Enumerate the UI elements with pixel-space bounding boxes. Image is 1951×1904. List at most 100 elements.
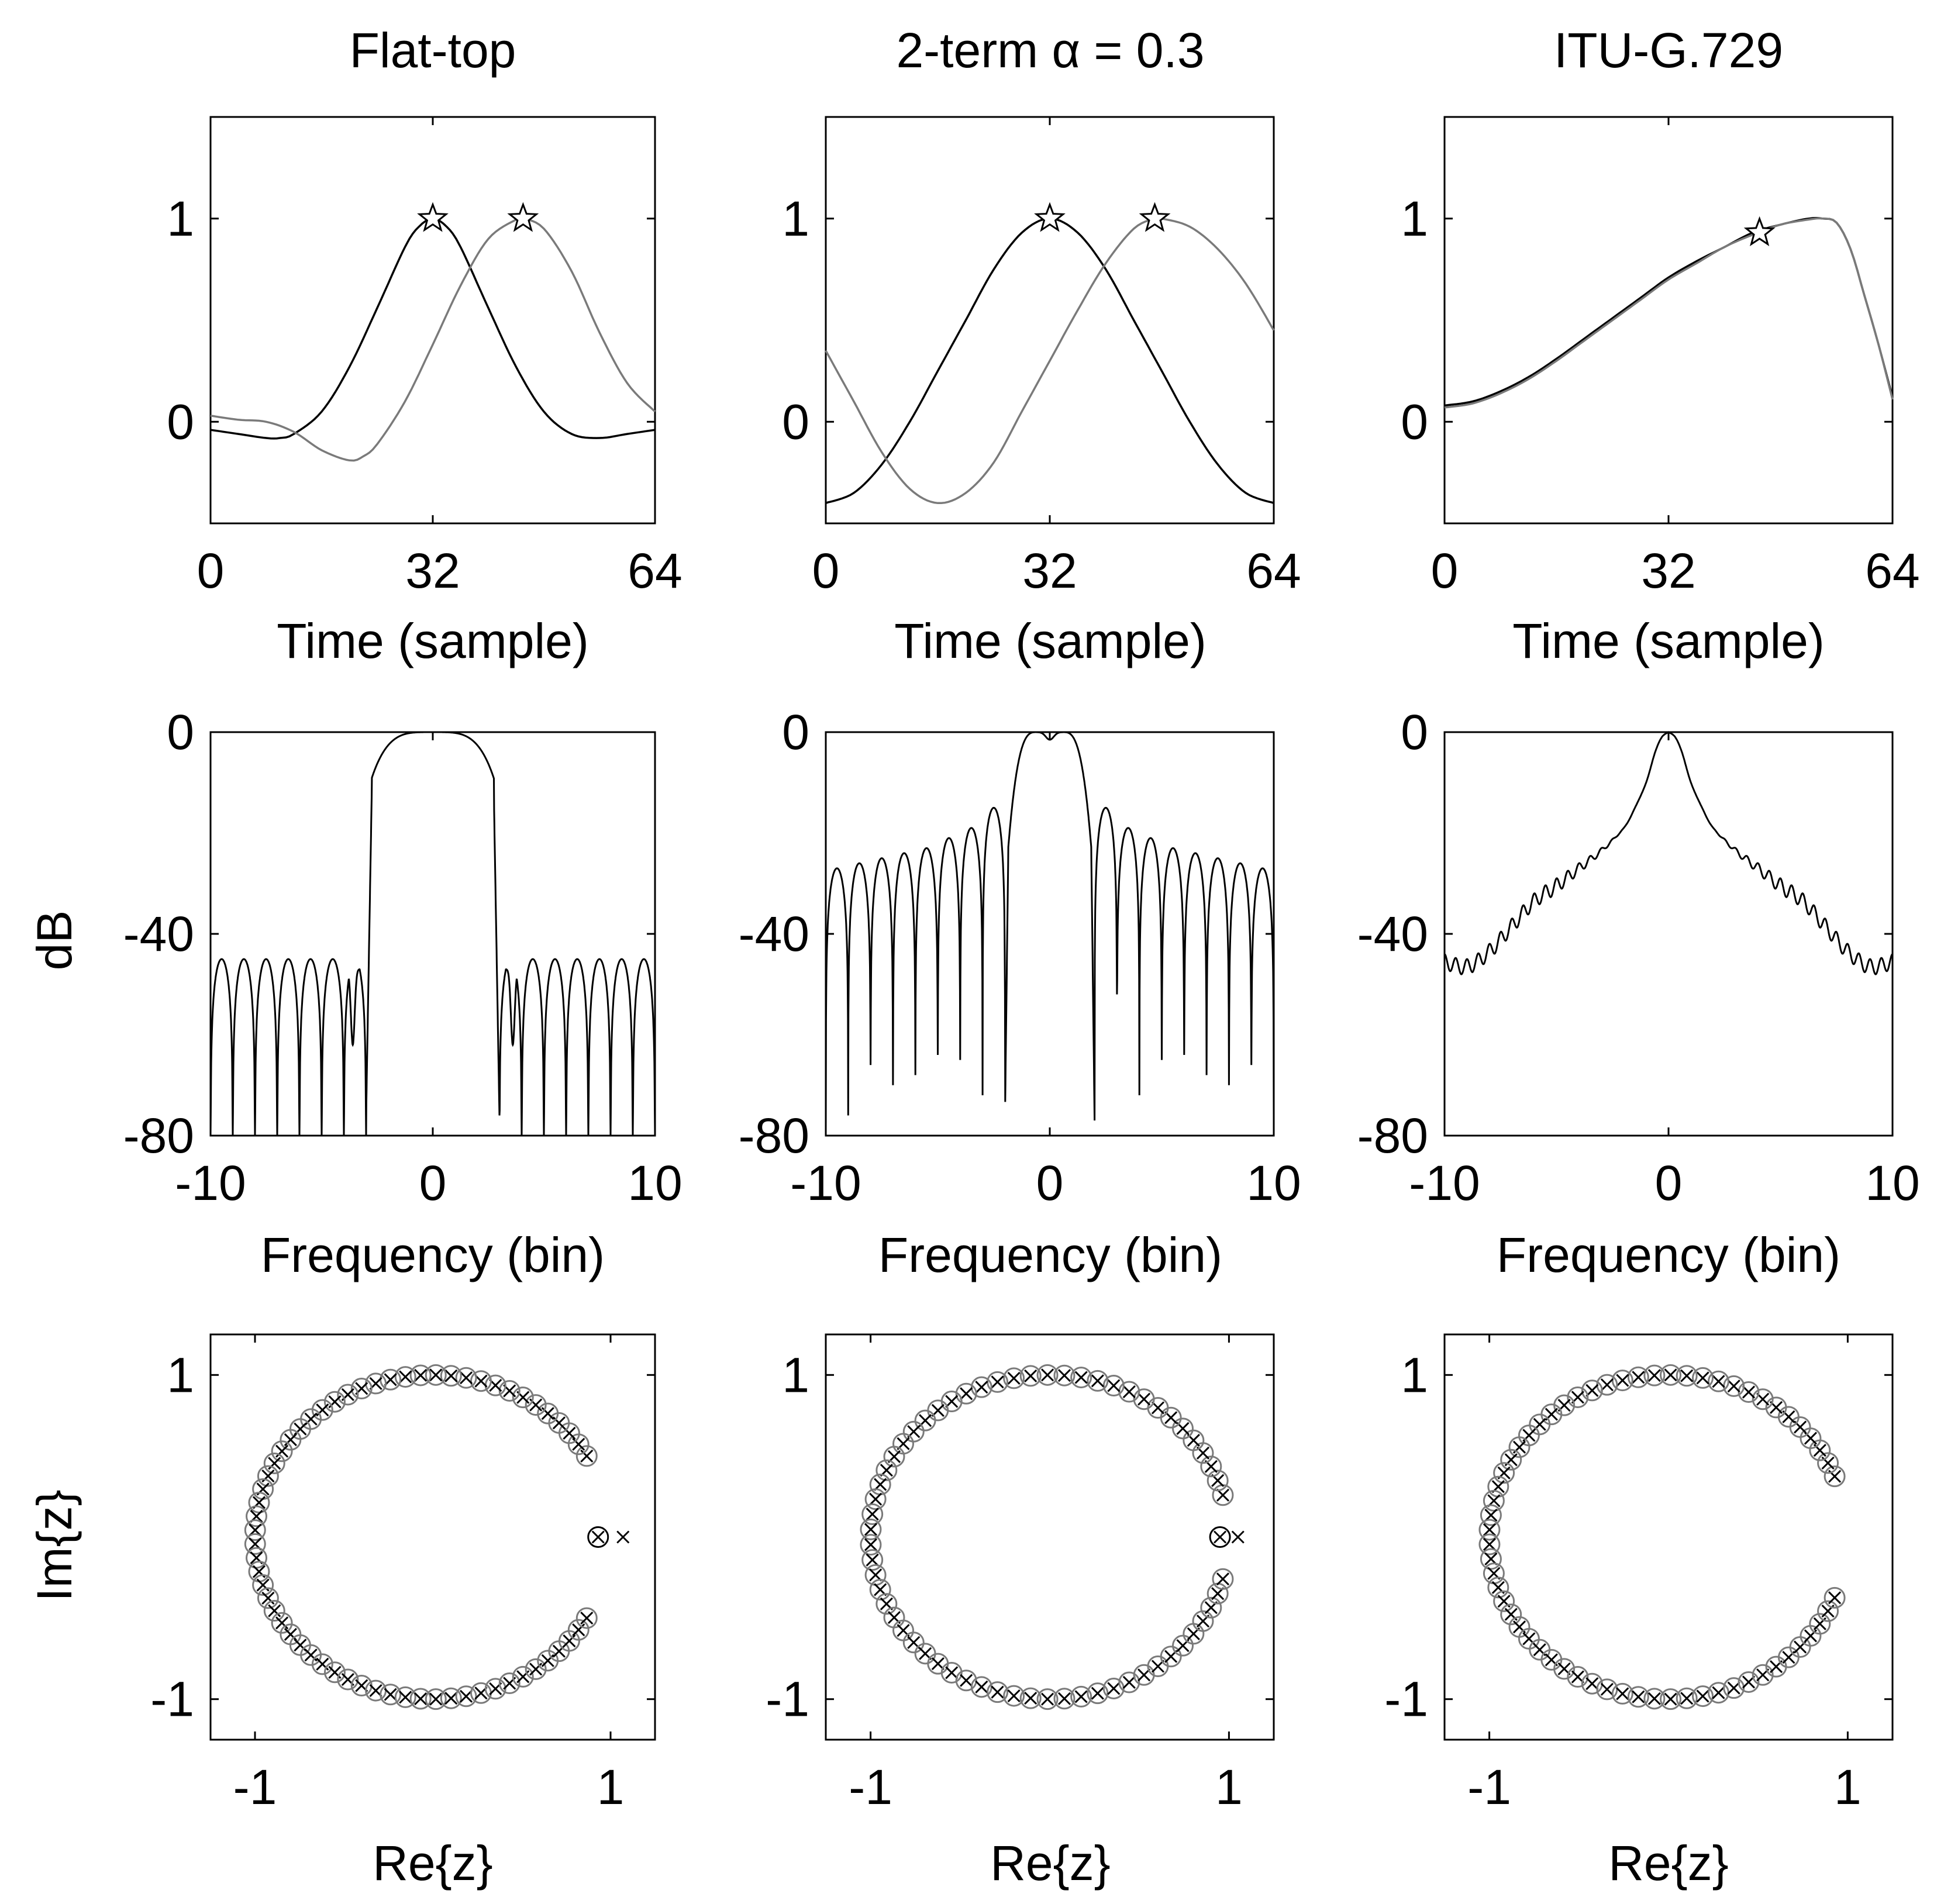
extra-zero-circle <box>587 1526 609 1548</box>
zero-reference-circle <box>1192 1610 1214 1632</box>
zero-cross-marker <box>1727 1379 1740 1393</box>
zero-cross-marker <box>1585 1677 1599 1691</box>
zero-cross-marker <box>399 1370 412 1384</box>
zero-reference-circle <box>337 1384 359 1406</box>
zero-reference-circle <box>425 1688 447 1710</box>
zero-reference-circle <box>380 1684 402 1706</box>
zero-reference-circle <box>575 1607 598 1629</box>
zero-reference-circle <box>955 1670 977 1692</box>
zero-reference-circle <box>280 1429 302 1451</box>
xlabel-time-col3: Time (sample) <box>1512 613 1825 668</box>
panel-2: 0 32 64 0 1 <box>1401 116 1920 598</box>
x-tick-label: 0 <box>1431 543 1459 598</box>
x-tick-label: 0 <box>1655 1155 1683 1210</box>
peak-star-marker <box>507 202 539 232</box>
x-tick-label: 1 <box>1834 1760 1862 1815</box>
zero-reference-circle <box>537 1402 559 1424</box>
zero-cross-marker <box>1483 1523 1496 1537</box>
x-tick-label: 32 <box>1022 543 1077 598</box>
zero-cross-marker <box>1571 1670 1584 1684</box>
zero-cross-marker <box>960 1674 973 1687</box>
y-tick-label: 0 <box>782 394 809 449</box>
y-tick-label: 0 <box>167 705 194 760</box>
zero-reference-circle <box>860 1534 882 1556</box>
zero-cross-marker <box>275 1616 289 1630</box>
zero-cross-marker <box>580 1449 594 1463</box>
y-tick-label: -40 <box>1357 906 1428 961</box>
zero-cross-marker <box>572 1623 585 1637</box>
zero-cross-marker <box>1483 1537 1496 1551</box>
zero-reference-circle <box>1692 1367 1714 1389</box>
zero-reference-circle <box>1207 1470 1229 1492</box>
zero-reference-circle <box>246 1505 268 1527</box>
zero-cross-marker <box>1216 1572 1230 1586</box>
zero-reference-circle <box>902 1631 925 1654</box>
zero-reference-circle <box>1500 1448 1522 1471</box>
y-tick-label: -1 <box>766 1672 809 1727</box>
zero-reference-circle <box>1500 1603 1522 1626</box>
zero-reference-circle <box>1133 1388 1155 1410</box>
zero-reference-circle <box>263 1452 285 1474</box>
zero-reference-circle <box>311 1653 333 1675</box>
zero-reference-circle <box>864 1488 887 1510</box>
zero-reference-circle <box>498 1379 521 1402</box>
zero-cross-marker <box>429 1692 443 1706</box>
zero-cross-marker <box>1727 1681 1740 1695</box>
zero-reference-circle <box>987 1681 1009 1703</box>
zero-reference-circle <box>861 1503 884 1525</box>
zero-reference-circle <box>525 1394 547 1416</box>
zero-cross-marker <box>1107 1379 1121 1392</box>
zero-reference-circle <box>337 1668 359 1691</box>
zero-reference-circle <box>1817 1600 1839 1622</box>
zero-cross-marker <box>866 1553 879 1567</box>
zero-reference-circle <box>869 1578 891 1601</box>
zero-cross-marker <box>261 1591 275 1605</box>
panel-5: -10 0 10 -80 -40 0 <box>1357 705 1920 1210</box>
zero-reference-circle <box>1738 1671 1760 1693</box>
zero-reference-circle <box>875 1593 898 1615</box>
zero-cross-marker <box>1585 1384 1599 1397</box>
zero-reference-circle <box>1172 1634 1194 1657</box>
y-tick-label: -80 <box>739 1108 809 1163</box>
zero-reference-circle <box>1660 1688 1682 1710</box>
zero-cross-marker <box>429 1368 443 1382</box>
zero-reference-circle <box>1611 1682 1633 1705</box>
zero-reference-circle <box>1627 1686 1649 1708</box>
zero-cross-marker <box>294 1422 307 1436</box>
zero-cross-marker <box>284 1627 297 1641</box>
zero-cross-marker <box>960 1387 973 1401</box>
extra-zero-cross <box>1231 1530 1245 1544</box>
axes-frame <box>1443 1333 1894 1741</box>
zero-cross-marker <box>1696 1371 1709 1385</box>
zero-reference-circle <box>1824 1586 1846 1609</box>
zero-reference-circle <box>1102 1375 1125 1397</box>
zero-reference-circle <box>252 1574 274 1596</box>
zero-cross-marker <box>275 1444 289 1458</box>
zero-reference-circle <box>244 1533 266 1555</box>
zero-reference-circle <box>350 1377 373 1399</box>
x-tick-label: 10 <box>1865 1155 1919 1210</box>
zero-cross-marker <box>869 1492 883 1506</box>
zero-reference-circle <box>940 1661 963 1684</box>
zero-reference-circle <box>1172 1417 1194 1440</box>
column-title-flat-top: Flat-top <box>350 23 516 78</box>
xlabel-frequency-col2: Frequency (bin) <box>878 1227 1222 1282</box>
y-tick-label: -40 <box>739 906 809 961</box>
zero-cross-marker <box>1484 1508 1498 1522</box>
magnitude-spectrum-curve <box>1444 731 1893 975</box>
panel-1: 0 32 64 0 1 <box>782 116 1301 598</box>
zero-cross-marker <box>1680 1369 1694 1382</box>
zero-cross-marker <box>945 1395 959 1408</box>
panel-7: -1 1 -1 1 <box>766 1333 1275 1815</box>
zero-reference-circle <box>257 1465 279 1487</box>
zero-reference-circle <box>1087 1370 1109 1392</box>
zero-reference-circle <box>1553 1658 1576 1680</box>
zero-reference-circle <box>1567 1666 1589 1688</box>
zero-reference-circle <box>1019 1687 1042 1709</box>
zero-reference-circle <box>1160 1646 1182 1668</box>
extra-zero-cross <box>616 1530 630 1544</box>
zero-reference-circle <box>567 1619 590 1641</box>
zero-cross-marker <box>1007 1371 1021 1385</box>
zero-reference-circle <box>1019 1365 1042 1387</box>
zero-cross-marker <box>414 1368 428 1382</box>
